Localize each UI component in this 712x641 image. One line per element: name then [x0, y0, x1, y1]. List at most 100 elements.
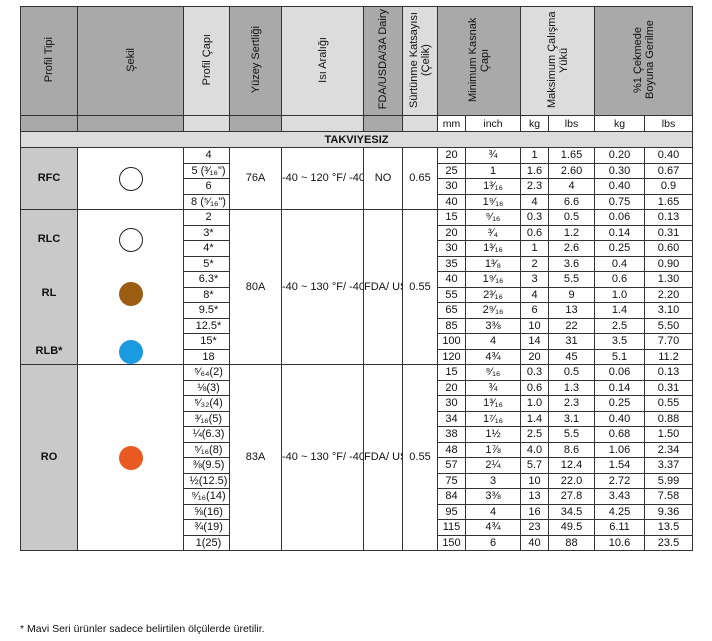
unit-mm: mm: [437, 115, 466, 132]
load-lbs-cell: 9: [548, 286, 595, 303]
profile-diameter-cell: 4*: [183, 240, 230, 257]
load-kg-cell: 0.6: [520, 224, 549, 241]
load-lbs-cell: 5.5: [548, 426, 595, 443]
profile-type-label: RO: [40, 451, 58, 463]
tension-kg-cell: 4.25: [594, 503, 645, 520]
pulley-mm-cell: 55: [437, 286, 466, 303]
orange-circle-icon: [118, 446, 143, 470]
profile-diameter-cell: ½(12.5): [183, 472, 230, 489]
profile-diameter-cell: ⁹⁄₁₆(14): [183, 488, 230, 505]
shape-cell: [77, 364, 184, 551]
header-sekil: Şekil: [77, 6, 184, 116]
tension-kg-cell: 0.14: [594, 379, 645, 396]
heat-range-cell: -40 ~ 120 °F/ -40 ~ 50 °C: [281, 147, 364, 210]
pulley-inch-cell: 1⁹⁄₁₆: [465, 271, 521, 288]
pulley-inch-cell: ⁹⁄₁₆: [465, 364, 521, 381]
profile-diameter-cell: ³⁄₁₆(5): [183, 410, 230, 427]
pulley-mm-cell: 150: [437, 534, 466, 551]
tension-lbs-cell: 0.40: [644, 147, 693, 164]
header-minimum-kasnak: Minimum Kasnak Çapı: [437, 6, 521, 116]
unit-blank: [77, 115, 184, 132]
tension-kg-cell: 1.4: [594, 302, 645, 319]
friction-cell: 0.55: [402, 209, 438, 365]
tension-kg-cell: 2.72: [594, 472, 645, 489]
tension-lbs-cell: 7.70: [644, 333, 693, 350]
header-cekmede-gerilme: %1 Çekmede Boyuna Gerilme: [594, 6, 693, 116]
tension-lbs-cell: 0.67: [644, 162, 693, 179]
shape-cell: [77, 147, 184, 210]
tension-lbs-cell: 2.34: [644, 441, 693, 458]
pulley-inch-cell: 4¾: [465, 519, 521, 536]
profile-diameter-cell: 18: [183, 348, 230, 365]
profile-diameter-cell: 4: [183, 147, 230, 164]
tension-lbs-cell: 9.36: [644, 503, 693, 520]
profile-type-label: RL: [41, 287, 57, 299]
friction-cell: 0.65: [402, 147, 438, 210]
load-kg-cell: 40: [520, 534, 549, 551]
tension-kg-cell: 0.30: [594, 162, 645, 179]
pulley-mm-cell: 35: [437, 255, 466, 272]
fda-cell: FDA/ USDA: [363, 364, 403, 551]
tension-lbs-cell: 0.88: [644, 410, 693, 427]
unit-inch: inch: [465, 115, 521, 132]
load-lbs-cell: 1.2: [548, 224, 595, 241]
pulley-inch-cell: 3⅜: [465, 317, 521, 334]
unit-blank: [229, 115, 282, 132]
pulley-mm-cell: 48: [437, 441, 466, 458]
white-circle-icon: [118, 167, 143, 191]
hardness-cell: 80A: [229, 209, 282, 365]
load-kg-cell: 13: [520, 488, 549, 505]
profile-diameter-cell: ¼(6.3): [183, 426, 230, 443]
load-kg-cell: 0.3: [520, 364, 549, 381]
profile-type-cell: RLC RL RLB*: [20, 209, 78, 365]
load-kg-cell: 6: [520, 302, 549, 319]
load-lbs-cell: 0.5: [548, 209, 595, 226]
table-row: 15* 100 4 14 31 3.5 7.70: [21, 333, 693, 350]
header-maksimum-yuk: Maksimum Çalışma Yükü: [520, 6, 595, 116]
pulley-mm-cell: 85: [437, 317, 466, 334]
shape-cell: [77, 209, 184, 365]
profile-diameter-cell: 12.5*: [183, 317, 230, 334]
load-kg-cell: 2: [520, 255, 549, 272]
pulley-inch-cell: 4¾: [465, 348, 521, 365]
pulley-mm-cell: 20: [437, 379, 466, 396]
tension-lbs-cell: 5.99: [644, 472, 693, 489]
profile-diameter-cell: ⁵⁄₁₆(8): [183, 441, 230, 458]
unit-blank: [20, 115, 78, 132]
profile-diameter-cell: ⅛(3): [183, 379, 230, 396]
tension-kg-cell: 2.5: [594, 317, 645, 334]
spec-table-wrapper: Profil Tipi Şekil Profil Çapı Yüzey Sert…: [20, 6, 693, 551]
load-lbs-cell: 6.6: [548, 193, 595, 210]
tension-kg-cell: 0.14: [594, 224, 645, 241]
pulley-mm-cell: 120: [437, 348, 466, 365]
profile-diameter-cell: 1(25): [183, 534, 230, 551]
tension-kg-cell: 0.75: [594, 193, 645, 210]
unit-blank: [183, 115, 230, 132]
tension-kg-cell: 3.5: [594, 333, 645, 350]
tension-lbs-cell: 0.90: [644, 255, 693, 272]
blue-circle-icon: [118, 340, 143, 364]
tension-kg-cell: 0.40: [594, 178, 645, 195]
pulley-inch-cell: 1⁷⁄₁₆: [465, 410, 521, 427]
pulley-mm-cell: 38: [437, 426, 466, 443]
pulley-inch-cell: 2³⁄₁₆: [465, 286, 521, 303]
tension-kg-cell: 0.25: [594, 240, 645, 257]
header-surtunme: Sürtünme Katsayısı (Çelik): [402, 6, 438, 116]
load-lbs-cell: 31: [548, 333, 595, 350]
table-row: 1(25) 150 6 40 88 10.6 23.5: [21, 534, 693, 551]
pulley-inch-cell: 1³⁄₁₆: [465, 395, 521, 412]
load-kg-cell: 1.0: [520, 395, 549, 412]
fda-cell: FDA/ USDA: [363, 209, 403, 365]
profile-diameter-cell: ¾(19): [183, 519, 230, 536]
profile-diameter-cell: ⁵⁄₃₂(4): [183, 395, 230, 412]
tension-lbs-cell: 3.37: [644, 457, 693, 474]
pulley-mm-cell: 100: [437, 333, 466, 350]
load-lbs-cell: 12.4: [548, 457, 595, 474]
tension-kg-cell: 0.4: [594, 255, 645, 272]
pulley-inch-cell: 6: [465, 534, 521, 551]
tension-kg-cell: 0.68: [594, 426, 645, 443]
tension-lbs-cell: 11.2: [644, 348, 693, 365]
pulley-mm-cell: 40: [437, 271, 466, 288]
load-kg-cell: 4.0: [520, 441, 549, 458]
tension-kg-cell: 1.54: [594, 457, 645, 474]
